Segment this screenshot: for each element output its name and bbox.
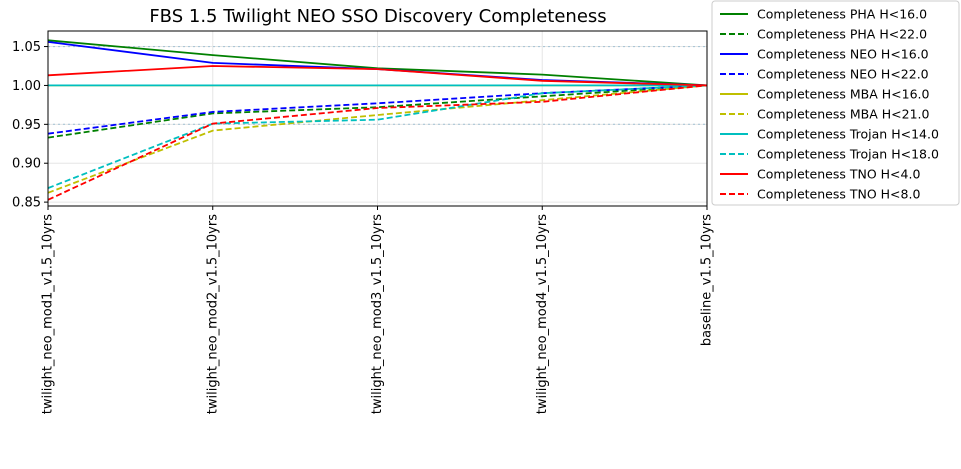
series-line xyxy=(47,84,708,194)
x-tick-label: twilight_neo_mod2_v1.5_10yrs xyxy=(205,214,220,414)
y-tick-label: 0.95 xyxy=(12,118,41,133)
legend-label: Completeness MBA H<21.0 xyxy=(757,107,929,122)
x-tick-label: baseline_v1.5_10yrs xyxy=(700,214,715,346)
legend: Completeness PHA H<16.0 Completeness PHA … xyxy=(711,0,960,206)
legend-label: Completeness NEO H<22.0 xyxy=(757,67,929,82)
legend-label: Completeness NEO H<16.0 xyxy=(757,47,929,62)
x-tick-label: twilight_neo_mod3_v1.5_10yrs xyxy=(370,214,385,414)
series-line xyxy=(47,84,708,201)
y-axis: 0.85 0.90 0.95 1.00 1.05 xyxy=(12,40,48,211)
series-line xyxy=(47,65,708,87)
legend-box xyxy=(711,0,960,206)
series-lines xyxy=(47,39,708,201)
x-axis: twilight_neo_mod1_v1.5_10yrs twilight_neo… xyxy=(41,206,715,414)
legend-label: Completeness TNO H<8.0 xyxy=(757,187,920,202)
x-tick-label: twilight_neo_mod4_v1.5_10yrs xyxy=(535,214,550,414)
chart-title: FBS 1.5 Twilight NEO SSO Discovery Compl… xyxy=(149,6,606,27)
y-tick-label: 1.05 xyxy=(12,40,41,55)
legend-label: Completeness PHA H<22.0 xyxy=(757,27,927,42)
y-tick-label: 1.00 xyxy=(12,79,41,94)
y-tick-label: 0.90 xyxy=(12,157,41,172)
legend-label: Completeness Trojan H<14.0 xyxy=(757,127,939,142)
legend-label: Completeness TNO H<4.0 xyxy=(757,167,920,182)
series-line xyxy=(47,84,708,139)
series-line xyxy=(47,84,708,189)
legend-label: Completeness Trojan H<18.0 xyxy=(757,147,939,162)
x-tick-label: twilight_neo_mod1_v1.5_10yrs xyxy=(41,214,56,414)
grid xyxy=(47,31,708,206)
legend-label: Completeness MBA H<16.0 xyxy=(757,87,929,102)
y-tick-label: 0.85 xyxy=(12,196,41,211)
legend-label: Completeness PHA H<16.0 xyxy=(757,7,927,22)
